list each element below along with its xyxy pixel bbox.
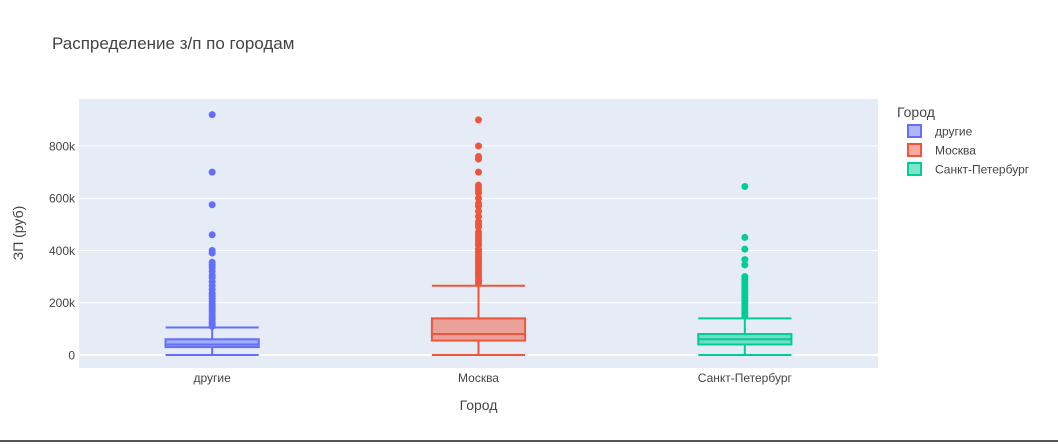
outlier-point	[741, 273, 749, 281]
legend-swatch	[907, 162, 922, 176]
iqr-box	[430, 317, 527, 342]
outlier-point	[741, 261, 749, 269]
outlier-point	[741, 233, 749, 241]
outlier-point	[475, 194, 482, 202]
legend-item: другие	[907, 124, 973, 139]
box-group	[697, 182, 793, 356]
x-tick-labels: другие Москва Санкт-Петербург	[194, 371, 793, 385]
chart-title: Распределение з/п по городам	[52, 34, 294, 53]
outlier-point	[741, 182, 749, 190]
legend-item: Санкт-Петербург	[907, 162, 1030, 177]
y-tick-label: 200k	[49, 296, 76, 310]
outlier-point	[208, 246, 216, 254]
y-axis-title: ЗП (руб)	[10, 206, 26, 261]
legend-item: Москва	[907, 143, 976, 158]
y-tick-label: 600k	[49, 192, 76, 206]
outlier-point	[741, 256, 749, 264]
outlier-point	[208, 201, 216, 209]
box-series	[164, 111, 793, 356]
outlier-point	[475, 228, 482, 236]
x-tick-label: Санкт-Петербург	[698, 371, 793, 385]
legend-label: другие	[935, 125, 973, 139]
legend-label: Москва	[935, 144, 976, 158]
outlier-point	[475, 116, 482, 124]
outlier-point	[208, 258, 216, 266]
box-group	[430, 116, 527, 356]
y-tick-labels: 0 200k 400k 600k 800k	[49, 140, 76, 363]
outlier-point	[475, 152, 482, 160]
outlier-point	[475, 213, 482, 221]
outlier-point	[475, 199, 482, 207]
outlier-point	[208, 111, 216, 119]
legend-swatch	[907, 143, 922, 157]
outlier-point	[475, 142, 482, 150]
legend-swatch	[907, 124, 922, 138]
outlier-point	[208, 168, 216, 176]
y-tick-label: 400k	[49, 244, 76, 258]
box-group	[164, 111, 260, 356]
legend: Город другие Москва Санкт-Петербург	[897, 104, 1030, 177]
outlier-point	[475, 207, 482, 215]
x-axis-title: Город	[460, 397, 498, 413]
outlier-point	[475, 168, 482, 176]
y-tick-label: 800k	[49, 140, 76, 154]
x-tick-label: Москва	[458, 371, 499, 385]
iqr-box	[164, 338, 260, 349]
outlier-point	[208, 231, 216, 239]
legend-label: Санкт-Петербург	[935, 163, 1030, 177]
y-tick-label: 0	[68, 348, 75, 362]
bottom-divider	[0, 440, 1058, 442]
legend-title: Город	[897, 104, 935, 120]
outlier-point	[475, 181, 482, 189]
x-tick-label: другие	[194, 371, 232, 385]
outlier-point	[741, 245, 749, 253]
outlier-point	[475, 218, 482, 226]
